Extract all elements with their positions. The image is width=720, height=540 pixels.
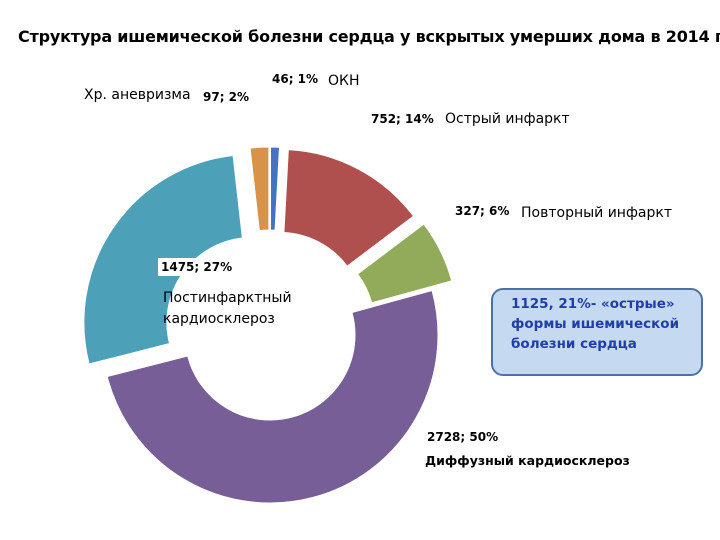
category-name-chronic-aneurysm: Хр. аневризма: [84, 87, 191, 103]
acute-forms-callout: 1125, 21%- «острые» формы ишемической бо…: [491, 288, 703, 376]
category-name-okn: ОКН: [328, 73, 360, 89]
slice-acute-infarction: [283, 149, 415, 267]
slice-diffuse-cardiosclerosis: [106, 289, 439, 504]
data-label-okn: 46; 1%: [269, 70, 322, 88]
slice-okn: [270, 146, 281, 231]
category-name-postinfarction-cardiosclerosis: Постинфарктный кардиосклероз: [163, 290, 292, 327]
category-name-acute-infarction: Острый инфаркт: [445, 111, 570, 127]
category-name-repeat-infarction: Повторный инфаркт: [521, 205, 673, 221]
slice-repeat-infarction: [356, 223, 453, 304]
data-label-diffuse-cardiosclerosis: 2728; 50%: [424, 428, 502, 446]
data-label-chronic-aneurysm: 97; 2%: [200, 88, 253, 106]
data-label-repeat-infarction: 327; 6%: [452, 202, 513, 220]
slice-chronic-aneurysm: [249, 146, 270, 232]
chart-title: Структура ишемической болезни сердца у в…: [18, 27, 720, 46]
category-name-diffuse-cardiosclerosis: Диффузный кардиосклероз: [425, 453, 630, 468]
data-label-postinfarction-cardiosclerosis: 1475; 27%: [158, 258, 236, 276]
data-label-acute-infarction: 752; 14%: [368, 110, 437, 128]
